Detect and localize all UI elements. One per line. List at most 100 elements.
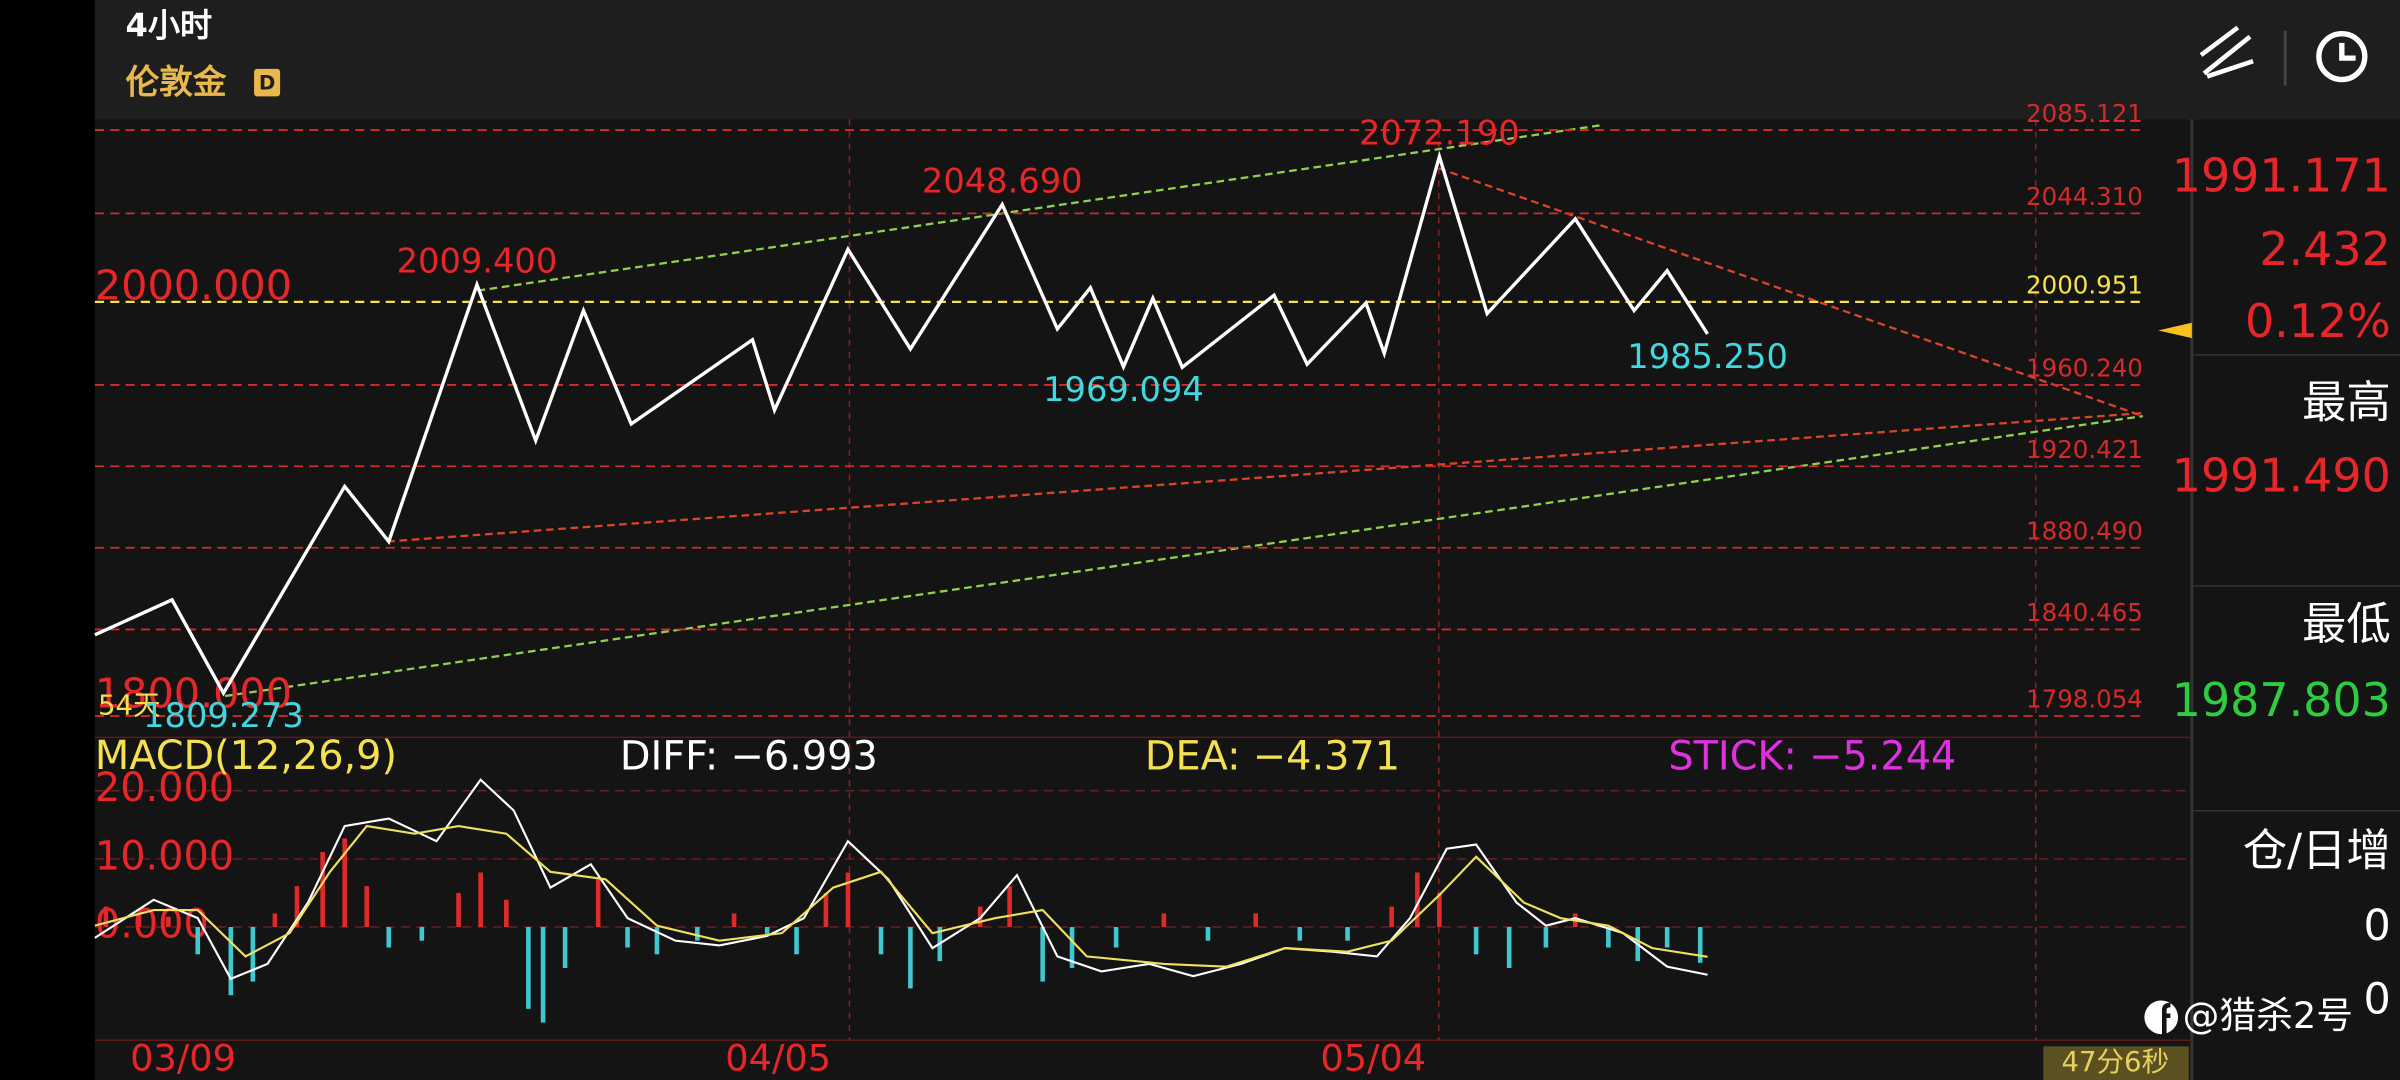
stick-bar: [1040, 927, 1045, 982]
header-bar: [94, 0, 2400, 120]
stick-bar: [823, 892, 829, 928]
stick-bar: [456, 892, 461, 928]
stick-bar: [419, 927, 425, 941]
stick-bar: [364, 886, 370, 928]
stick-bar: [595, 879, 601, 928]
y-tick-label: 1880.490: [2026, 516, 2143, 545]
stick-bar: [1069, 927, 1075, 968]
stick-bar: [1205, 927, 1211, 941]
stick-bar: [103, 906, 109, 928]
last-price: 1991.171: [2172, 148, 2391, 202]
low-label: 最低: [2302, 599, 2391, 650]
stick-bar: [731, 913, 737, 928]
stick-bar: [1473, 927, 1479, 955]
badge-bg: [254, 68, 281, 97]
level-label: 2000.000: [95, 262, 292, 310]
stick-bar: [654, 927, 660, 955]
stick-bar: [320, 852, 325, 928]
stick-bar: [794, 927, 799, 955]
readout-name: STICK:: [1668, 733, 1797, 779]
y-tick-label: 10.000: [95, 833, 234, 879]
watermark: @猎杀2号: [2183, 994, 2353, 1037]
draw-tool-icon[interactable]: [2199, 25, 2254, 79]
y-tick-label: 2085.121: [2026, 99, 2143, 128]
readout-name: DEA:: [1145, 733, 1241, 779]
badge: D: [259, 72, 276, 95]
series-line: [94, 824, 1708, 968]
stick-bar: [478, 872, 483, 928]
y-tick-label: 20.000: [95, 765, 234, 811]
high-label: 2048.690: [922, 162, 1083, 201]
macd-title: MACD(12,26,9): [95, 733, 397, 779]
stick-bar: [1389, 906, 1394, 928]
level-label: 1800.000: [95, 670, 292, 718]
timer-bg: [2043, 1046, 2189, 1080]
stick-bar: [1664, 927, 1670, 948]
stick-bar: [1161, 913, 1167, 928]
series-line: [94, 150, 1709, 697]
readout: DEA: −4.371: [1145, 733, 1400, 779]
stick-bar: [386, 927, 392, 948]
readout: STICK: −5.244: [1668, 733, 1956, 779]
stick-bar: [695, 927, 700, 941]
stick-bar: [526, 927, 531, 1009]
stick-bar: [272, 913, 278, 928]
readout-value: −6.993: [731, 733, 878, 779]
low-label: 1809.273: [143, 696, 304, 735]
stick-bar: [504, 899, 509, 928]
high-label: 最高: [2302, 377, 2391, 428]
series-line: [94, 778, 1708, 981]
stick-bar: [1253, 913, 1259, 928]
y-tick-label: 2044.310: [2026, 182, 2143, 211]
y-tick-label: 0.000: [95, 902, 209, 948]
stick-bar: [562, 927, 568, 968]
readout-name: DIFF:: [620, 733, 718, 779]
high-value: 1991.490: [2172, 448, 2391, 502]
symbol[interactable]: 伦敦金: [126, 63, 227, 102]
high-label: 2009.400: [397, 242, 558, 281]
stick-bar: [1437, 892, 1442, 928]
stick-bar: [1506, 927, 1512, 968]
stick-bar: [342, 838, 347, 928]
timeframe[interactable]: 4小时: [126, 7, 213, 45]
period-label: 54天: [98, 690, 161, 722]
stick-bar: [1697, 927, 1703, 963]
oi-label: 仓/日增: [2243, 826, 2391, 877]
stick-bar: [845, 872, 851, 928]
stick-bar: [228, 927, 234, 996]
stick-bar: [136, 913, 142, 928]
low-label: 1985.250: [1627, 337, 1788, 376]
edge: [0, 0, 95, 1080]
stick-bar: [250, 927, 256, 982]
stick-bar: [1606, 927, 1611, 948]
stick-bar: [195, 927, 201, 955]
price-marker: [2158, 322, 2192, 339]
x-tick-label: 05/04: [1320, 1037, 1426, 1080]
fb-icon-f: [2161, 1002, 2171, 1035]
stick-bar: [908, 927, 913, 989]
stick-bar: [1415, 872, 1420, 928]
y-tick-label: 1798.054: [2026, 685, 2143, 714]
y-tick-label: 1960.240: [2026, 354, 2143, 383]
stick-bar: [878, 927, 884, 955]
stick-bar: [1543, 927, 1549, 948]
readout-value: −4.371: [1253, 733, 1400, 779]
x-tick-label: 03/09: [130, 1037, 236, 1080]
stick-bar: [294, 886, 300, 928]
high-label: 2072.190: [1359, 114, 1520, 153]
stick-bar: [540, 927, 546, 1023]
timer: 47分6秒: [2061, 1046, 2169, 1078]
clock-icon[interactable]: [2316, 30, 2368, 83]
trend-lines: [224, 124, 2144, 698]
stick-bar: [1113, 927, 1119, 948]
stick-bar: [764, 927, 770, 934]
oi-value: 0: [2364, 901, 2391, 951]
low-value: 1987.803: [2172, 673, 2391, 727]
change-pct: 0.12%: [2245, 294, 2391, 348]
x-tick-label: 04/05: [725, 1037, 831, 1080]
stick-bar: [625, 927, 630, 948]
reference-label: 2000.951: [2026, 271, 2143, 300]
stick-bar: [1345, 927, 1350, 941]
